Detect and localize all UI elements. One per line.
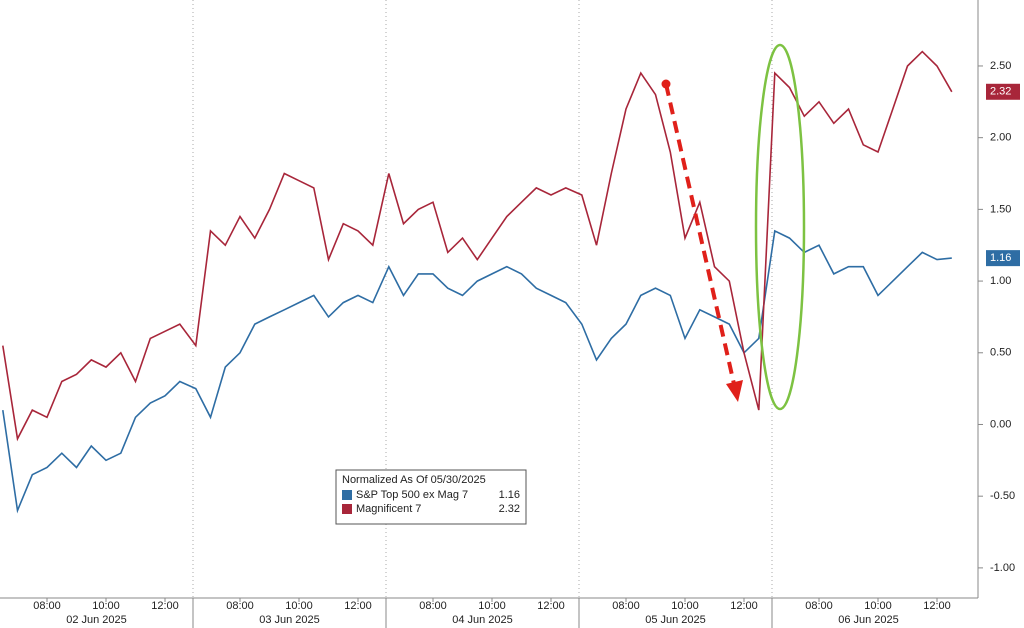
x-tick-label: 10:00 [92, 600, 120, 612]
x-tick-label: 08:00 [419, 600, 447, 612]
last-value-tag [986, 83, 1020, 100]
x-tick-label: 08:00 [226, 600, 254, 612]
lines [2, 50, 953, 514]
legend-swatch [342, 490, 352, 500]
arrow-head [726, 380, 743, 402]
arrow-start [661, 79, 671, 89]
x-tick-label: 10:00 [671, 600, 699, 612]
x-tick-label: 12:00 [537, 600, 565, 612]
x-tick-label: 08:00 [805, 600, 833, 612]
x-tick-label: 12:00 [344, 600, 372, 612]
y-tick-label: -0.50 [990, 490, 1015, 502]
day-label: 05 Jun 2025 [645, 614, 706, 626]
y-tick-label: 2.50 [990, 60, 1011, 72]
day-label: 06 Jun 2025 [838, 614, 899, 626]
y-tick-label: 1.00 [990, 275, 1011, 287]
highlight-ellipse [754, 43, 806, 411]
y-tick-label: 1.50 [990, 203, 1011, 215]
legend-box [335, 469, 527, 525]
legend-label: Magnificent 7 [356, 503, 421, 515]
x-tick-label: 12:00 [151, 600, 179, 612]
last-value-label: 1.16 [990, 252, 1011, 264]
series-line [2, 229, 952, 514]
legend: Normalized As Of 05/30/2025 S&P Top 500 … [335, 469, 527, 525]
axes: -1.00 -0.50 0.00 0.50 1.00 1.50 2.00 2.50 08:00 1… [33, 60, 1020, 628]
legend-title: Normalized As Of 05/30/2025 [342, 474, 486, 486]
legend-value: 2.32 [499, 503, 520, 515]
x-tick-label: 10:00 [478, 600, 506, 612]
y-tick-label: 0.50 [990, 347, 1011, 359]
last-value-tag [986, 250, 1020, 267]
legend-label: S&P Top 500 ex Mag 7 [356, 489, 468, 501]
day-label: 04 Jun 2025 [452, 614, 513, 626]
arrow-shaft [664, 83, 736, 385]
day-label: 02 Jun 2025 [66, 614, 127, 626]
x-tick-label: 12:00 [923, 600, 951, 612]
x-tick-label: 08:00 [612, 600, 640, 612]
y-tick-label: 2.00 [990, 132, 1011, 144]
legend-swatch [342, 504, 352, 514]
x-tick-label: 08:00 [33, 600, 61, 612]
y-tick-label: 0.00 [990, 418, 1011, 430]
x-tick-label: 10:00 [285, 600, 313, 612]
x-tick-label: 12:00 [730, 600, 758, 612]
last-value-label: 2.32 [990, 86, 1011, 98]
day-label: 03 Jun 2025 [259, 614, 320, 626]
x-tick-label: 10:00 [864, 600, 892, 612]
series-line [2, 50, 953, 442]
legend-value: 1.16 [499, 489, 520, 501]
y-tick-label: -1.00 [990, 562, 1015, 574]
